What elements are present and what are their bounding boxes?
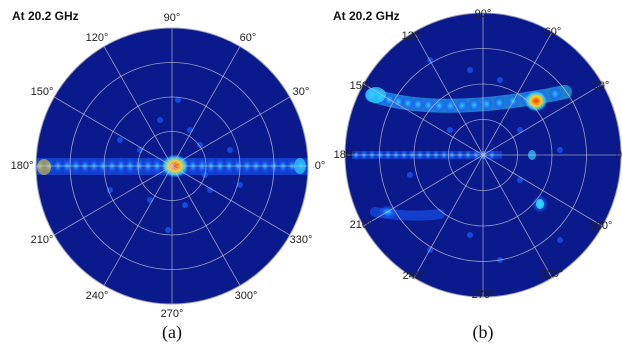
panel-b-label-300: 300° [540, 268, 564, 280]
pa-speckle [165, 227, 171, 233]
panel-a-title: At 20.2 GHz [12, 9, 79, 23]
pa-speckle [157, 117, 163, 123]
pa-speckle [182, 202, 188, 208]
pb-speckle [467, 67, 473, 73]
pb-speckle [517, 127, 523, 133]
panel-b-label-30: 30° [592, 80, 610, 92]
panel-b-label-210: 210° [349, 219, 373, 231]
panel-b-label-240: 240° [402, 270, 426, 282]
pb-hotspot [524, 90, 548, 112]
pb-spoke-30 [482, 83, 603, 156]
pb-spoke-60 [482, 31, 553, 156]
pa-spoke-60 [171, 46, 241, 167]
pa-outer-ring [35, 27, 309, 305]
pa-edge-spot-left [37, 159, 51, 175]
panel-b-label-270: 270° [471, 289, 495, 301]
pb-arc-left-end [366, 87, 386, 103]
panel-b-caption: (b) [472, 322, 494, 342]
pb-spoke-240 [413, 154, 484, 279]
panel-a-label-300: 300° [234, 290, 258, 302]
panel-a-label-30: 30° [292, 86, 310, 98]
pb-arc-spot [479, 96, 494, 113]
pb-arc-spot [432, 97, 447, 114]
pb-arc-spot [443, 97, 458, 114]
pb-speckle [467, 232, 473, 238]
pb-arc-spot [467, 96, 482, 113]
panel-a-label-60: 60° [239, 32, 257, 44]
pb-arc-spot [505, 93, 520, 110]
panel-b-label-90: 90° [474, 8, 492, 20]
pb-spoke-120 [413, 31, 484, 156]
pa-speckle [227, 147, 233, 153]
pb-speckle [557, 237, 563, 243]
pa-speckle [207, 187, 213, 193]
pb-spoke-150 [363, 83, 484, 156]
panel-b-label-60: 60° [544, 26, 562, 38]
panel-a-label-180: 180° [10, 160, 34, 172]
panel-b-label-330: 330° [589, 220, 613, 232]
pb-arc-spot [492, 94, 507, 111]
pb-arc-spot [455, 97, 470, 114]
pb-speckle [407, 172, 413, 178]
pa-speckle [197, 142, 203, 148]
pa-spoke-120 [103, 46, 173, 167]
panel-a-label-120: 120° [85, 32, 109, 44]
pb-speckle [497, 77, 503, 83]
panel-b-label-0: 0 [615, 149, 622, 161]
panel-b-label-120: 120° [401, 30, 425, 42]
pa-spoke-30 [171, 96, 290, 167]
pb-arc-spot [410, 96, 425, 113]
panel-a-label-150: 150° [30, 86, 54, 98]
pa-spoke-150 [54, 96, 173, 167]
panel-b-label-150: 150° [349, 80, 373, 92]
panel-a-label-240: 240° [85, 290, 109, 302]
panel-b-title: At 20.2 GHz [333, 9, 400, 23]
pa-spoke-330 [171, 165, 290, 236]
pa-spoke-240 [103, 165, 173, 286]
panel-a-caption: (a) [162, 322, 182, 342]
pb-arc-spot [421, 97, 436, 114]
pb-spoke-300 [482, 154, 553, 279]
panel-a-label-90: 90° [163, 12, 181, 24]
pa-speckle [237, 182, 243, 188]
pa-speckle [117, 137, 123, 143]
panel-a-label-0: 0° [314, 160, 326, 172]
panel-b-label-180: 180° [333, 149, 357, 161]
pb-speckle [557, 147, 563, 153]
pb-spoke-330 [482, 154, 603, 227]
pb-arc-spot [548, 86, 563, 103]
pb-lower-right-core [536, 199, 544, 209]
pb-speckle [447, 127, 453, 133]
pb-outer-ring [344, 12, 622, 298]
panel-a-label-270: 270° [160, 308, 184, 320]
pa-spoke-300 [171, 165, 241, 286]
pb-speckle [517, 177, 523, 183]
pa-spoke-210 [54, 165, 173, 236]
pa-speckle [175, 97, 181, 103]
panel-a-label-210: 210° [30, 234, 54, 246]
panel-a-label-330: 330° [289, 234, 313, 246]
pb-spoke-210 [363, 154, 484, 227]
